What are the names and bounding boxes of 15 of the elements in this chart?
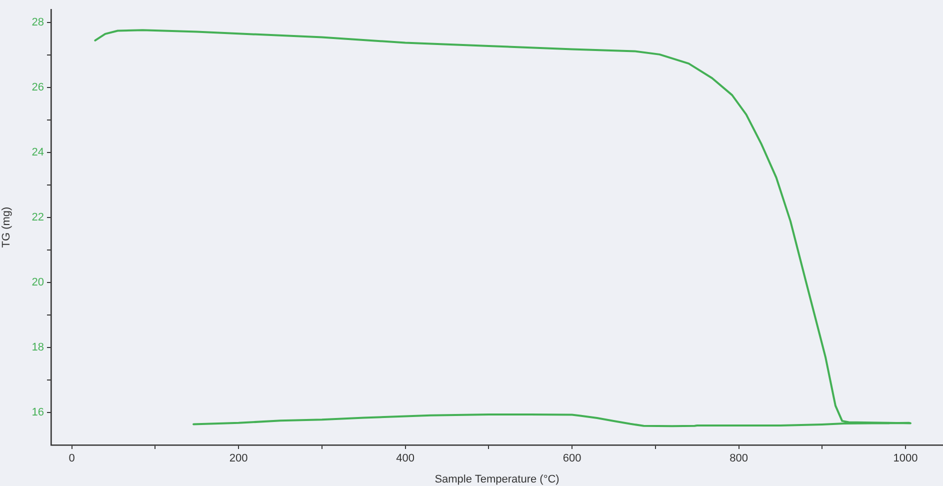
x-tick-label: 200 <box>229 452 248 465</box>
x-axis-title: Sample Temperature (°C) <box>434 473 560 486</box>
x-tick-label: 600 <box>562 452 582 465</box>
x-tick-label: 0 <box>68 452 75 465</box>
y-axis-title: TG (mg) <box>0 206 13 248</box>
y-tick-label: 16 <box>32 406 44 419</box>
x-tick-label: 400 <box>396 452 414 465</box>
y-tick-label: 24 <box>32 146 44 159</box>
x-tick-label: 1000 <box>893 452 918 465</box>
y-tick-label: 28 <box>32 16 44 29</box>
y-tick-label: 20 <box>32 276 44 289</box>
y-tick-label: 22 <box>32 212 44 224</box>
y-tick-label: 26 <box>32 82 44 94</box>
y-tick-label: 18 <box>32 342 44 354</box>
x-tick-label: 800 <box>730 452 748 465</box>
